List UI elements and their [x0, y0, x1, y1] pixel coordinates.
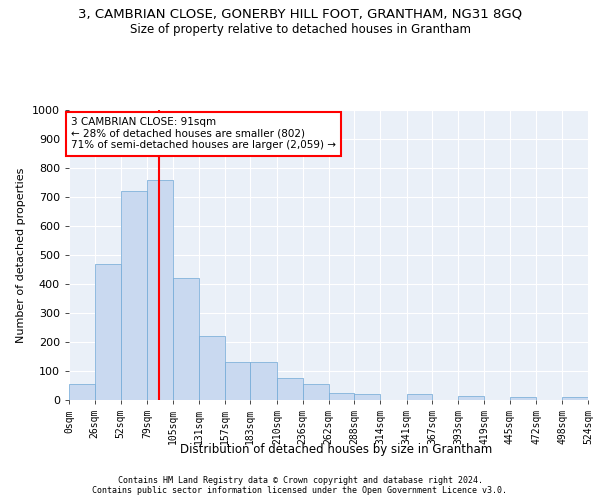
Y-axis label: Number of detached properties: Number of detached properties [16, 168, 26, 342]
Bar [121, 191, 147, 400]
Text: Distribution of detached houses by size in Grantham: Distribution of detached houses by size … [180, 442, 492, 456]
Bar [329, 393, 354, 400]
Bar [69, 384, 95, 400]
Bar [173, 278, 199, 400]
Bar [199, 336, 224, 400]
Bar [510, 397, 536, 400]
Bar [354, 394, 380, 400]
Bar [277, 378, 303, 400]
Bar [95, 264, 121, 400]
Bar [458, 396, 484, 400]
Text: Contains HM Land Registry data © Crown copyright and database right 2024.
Contai: Contains HM Land Registry data © Crown c… [92, 476, 508, 495]
Bar [407, 394, 433, 400]
Text: 3 CAMBRIAN CLOSE: 91sqm
← 28% of detached houses are smaller (802)
71% of semi-d: 3 CAMBRIAN CLOSE: 91sqm ← 28% of detache… [71, 117, 336, 150]
Bar [250, 362, 277, 400]
Bar [147, 180, 173, 400]
Bar [224, 362, 250, 400]
Text: Size of property relative to detached houses in Grantham: Size of property relative to detached ho… [130, 22, 470, 36]
Bar [562, 397, 588, 400]
Text: 3, CAMBRIAN CLOSE, GONERBY HILL FOOT, GRANTHAM, NG31 8GQ: 3, CAMBRIAN CLOSE, GONERBY HILL FOOT, GR… [78, 8, 522, 20]
Bar [303, 384, 329, 400]
